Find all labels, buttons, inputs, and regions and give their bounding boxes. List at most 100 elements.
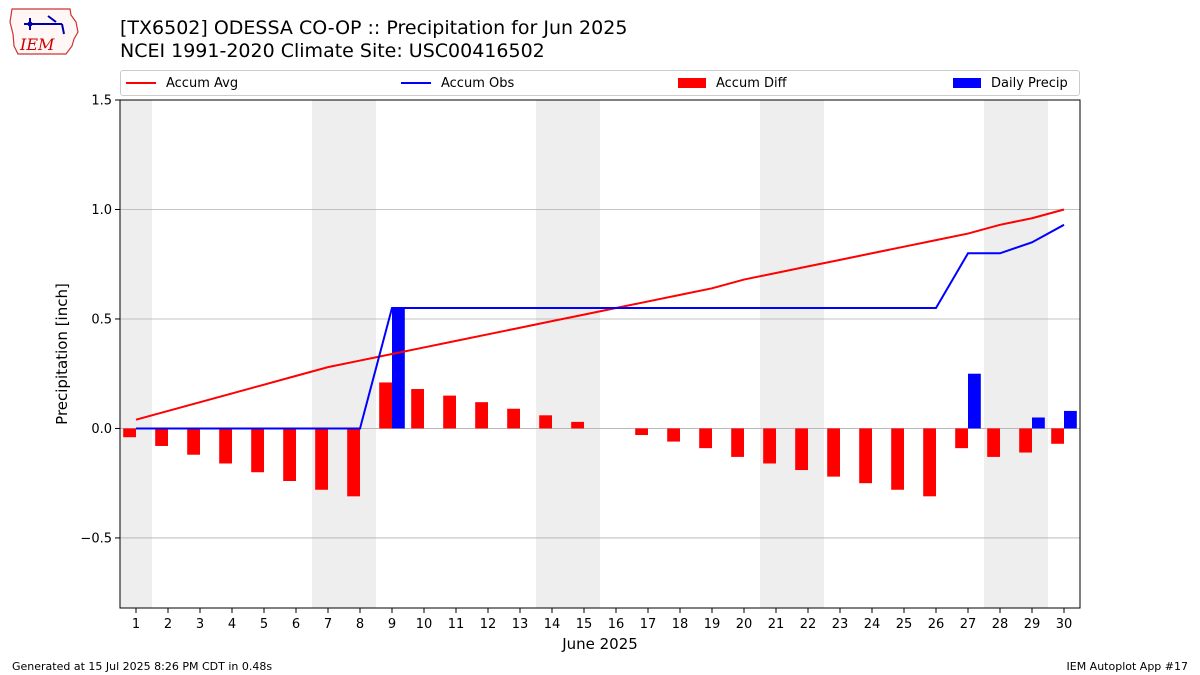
legend-label-accum-diff: Accum Diff <box>716 75 787 91</box>
accum-diff-bar-day-18 <box>667 428 680 442</box>
weekend-band-day-22 <box>792 100 824 608</box>
x-tick-label: 1 <box>132 617 140 632</box>
accum-diff-bar-day-5 <box>251 428 264 473</box>
legend-label-accum-avg: Accum Avg <box>166 75 239 91</box>
x-tick-label: 11 <box>448 617 465 632</box>
x-tick-label: 28 <box>992 617 1009 632</box>
y-axis-label: Precipitation [inch] <box>53 283 71 425</box>
x-tick-label: 24 <box>864 617 881 632</box>
chart-subtitle: NCEI 1991-2020 Climate Site: USC00416502 <box>120 40 545 62</box>
weekend-band-day-8 <box>344 100 376 608</box>
x-tick-label: 18 <box>672 617 689 632</box>
accum-diff-bar-day-23 <box>827 428 840 477</box>
legend-label-accum-obs: Accum Obs <box>441 75 515 91</box>
accum-diff-bar-day-21 <box>763 428 776 464</box>
y-tick-label: 0.0 <box>91 422 112 437</box>
y-tick-label: 1.0 <box>91 203 112 218</box>
accum-diff-bar-day-27 <box>955 428 968 449</box>
x-tick-label: 20 <box>736 617 753 632</box>
x-tick-label: 21 <box>768 617 785 632</box>
accum-diff-bar-day-25 <box>891 428 904 490</box>
daily-precip-bar-day-9 <box>392 308 405 429</box>
legend-swatch-accum-diff <box>678 78 706 88</box>
accum-diff-bar-day-12 <box>475 402 488 429</box>
weekend-band-day-7 <box>312 100 344 608</box>
daily-precip-bar-day-27 <box>968 373 981 429</box>
x-tick-label: 17 <box>640 617 657 632</box>
x-axis-label: June 2025 <box>561 635 638 653</box>
x-tick-label: 13 <box>512 617 529 632</box>
app-credit-footer: IEM Autoplot App #17 <box>1066 660 1189 673</box>
accum-diff-bar-day-24 <box>859 428 872 484</box>
legend-item-accum-diff: Accum Diff <box>678 71 787 95</box>
daily-precip-bar-day-29 <box>1032 417 1045 429</box>
x-tick-label: 2 <box>164 617 172 632</box>
accum-diff-bar-day-14 <box>539 415 552 429</box>
x-tick-label: 29 <box>1024 617 1041 632</box>
x-tick-label: 12 <box>480 617 497 632</box>
logo-text: IEM <box>19 35 55 54</box>
accum-diff-bar-day-17 <box>635 428 648 436</box>
x-tick-label: 22 <box>800 617 817 632</box>
legend-item-accum-avg: Accum Avg <box>126 71 238 95</box>
y-tick-label: −0.5 <box>80 531 112 546</box>
instrument-dot-icon <box>27 21 33 27</box>
accum-diff-bar-day-1 <box>123 428 136 438</box>
generated-footer: Generated at 15 Jul 2025 8:26 PM CDT in … <box>12 660 273 673</box>
x-tick-label: 10 <box>416 617 433 632</box>
accum-diff-bar-day-26 <box>923 428 936 497</box>
accum-diff-bar-day-2 <box>155 428 168 446</box>
x-tick-label: 14 <box>544 617 561 632</box>
iem-logo: IEM <box>9 8 79 55</box>
x-tick-label: 15 <box>576 617 593 632</box>
weekend-band-day-1 <box>120 100 152 608</box>
y-tick-label: 1.5 <box>91 94 112 109</box>
accum-diff-bar-day-28 <box>987 428 1000 457</box>
legend-swatch-accum-obs <box>401 82 431 84</box>
accum-diff-bar-day-22 <box>795 428 808 471</box>
accum-diff-bar-day-6 <box>283 428 296 481</box>
legend-swatch-accum-avg <box>126 82 156 84</box>
iowa-state-outline <box>9 8 79 55</box>
accum-diff-bar-day-13 <box>507 408 520 429</box>
accum-diff-bar-day-29 <box>1019 428 1032 453</box>
x-tick-label: 7 <box>324 617 332 632</box>
x-tick-label: 9 <box>388 617 396 632</box>
weekend-band-day-21 <box>760 100 792 608</box>
accum-obs-line <box>136 223 1065 430</box>
x-tick-label: 26 <box>928 617 945 632</box>
x-tick-label: 8 <box>356 617 364 632</box>
x-tick-label: 30 <box>1056 617 1073 632</box>
x-tick-label: 3 <box>196 617 204 632</box>
x-tick-label: 23 <box>832 617 849 632</box>
x-tick-label: 6 <box>292 617 300 632</box>
accum-diff-bar-day-19 <box>699 428 712 449</box>
x-tick-label: 4 <box>228 617 236 632</box>
weekend-band-day-29 <box>1016 100 1048 608</box>
x-tick-label: 16 <box>608 617 625 632</box>
accum-diff-bar-day-8 <box>347 428 360 497</box>
weekend-band-day-14 <box>536 100 568 608</box>
x-tick-label: 27 <box>960 617 977 632</box>
legend-item-daily-precip: Daily Precip <box>953 71 1068 95</box>
legend-label-daily-precip: Daily Precip <box>991 75 1068 91</box>
chart-legend: Accum Avg Accum Obs Accum Diff Daily Pre… <box>120 70 1080 96</box>
weekend-band-day-28 <box>984 100 1016 608</box>
legend-swatch-daily-precip <box>953 78 981 88</box>
accum-diff-bar-day-20 <box>731 428 744 457</box>
accum-diff-bar-day-10 <box>411 389 424 429</box>
chart-title: [TX6502] ODESSA CO-OP :: Precipitation f… <box>120 17 628 39</box>
accum-diff-bar-day-3 <box>187 428 200 455</box>
daily-precip-bar-day-30 <box>1064 410 1077 429</box>
legend-item-accum-obs: Accum Obs <box>401 71 514 95</box>
x-tick-label: 19 <box>704 617 721 632</box>
y-tick-label: 0.5 <box>91 312 112 327</box>
x-tick-label: 25 <box>896 617 913 632</box>
accum-avg-line <box>135 208 1065 421</box>
accum-diff-bar-day-15 <box>571 421 584 429</box>
weekend-band-day-15 <box>568 100 600 608</box>
x-tick-label: 5 <box>260 617 268 632</box>
accum-diff-bar-day-30 <box>1051 428 1064 444</box>
plot-frame <box>119 99 1081 609</box>
